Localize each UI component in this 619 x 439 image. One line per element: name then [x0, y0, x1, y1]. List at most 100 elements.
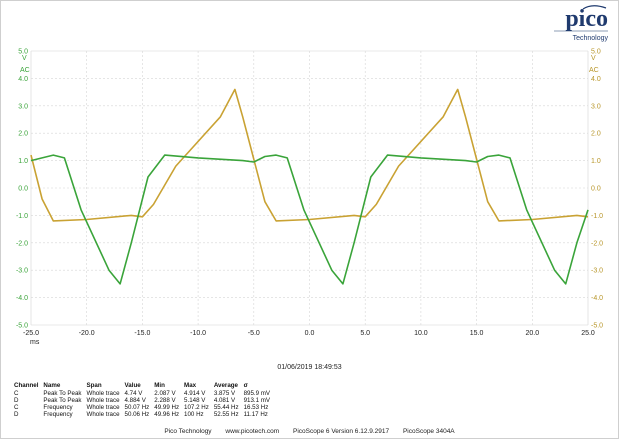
time-axis: ms -25.0 -20.0 -15.0 -10.0 -5.0 0.0 5.0 10.0 15.…: [23, 330, 595, 346]
measurement-row: C Peak To Peak Whole trace 4.74 V 2.087 …: [14, 390, 275, 397]
oscilloscope-plot[interactable]: V AC 5.0 4.0 3.0 2.0 1.0 0.0 -1.0 -2.0 -3.0 -4.0 -…: [0, 0, 619, 360]
logo-wordmark: pico: [565, 6, 608, 32]
cell-min: 2.288 V: [154, 397, 176, 404]
right-axis-tick-label: -4.0: [591, 295, 603, 302]
left-axis-tick-label: 1.0: [18, 158, 28, 165]
cell-channel: D: [14, 411, 19, 418]
channel-d-trace: [30, 88, 589, 222]
cell-value: 50.07 Hz: [124, 404, 150, 411]
footer-device: PicoScope 3404A: [402, 428, 455, 435]
header-name: Name: [43, 382, 61, 389]
time-axis-tick-label: 5.0: [360, 330, 370, 337]
cell-sigma: 16.53 Hz: [243, 404, 269, 411]
right-axis-tick-label: 5.0: [591, 49, 601, 56]
time-axis-tick-label: -25.0: [23, 330, 39, 337]
time-axis-tick-label: -10.0: [190, 330, 206, 337]
left-axis-tick-label: 5.0: [18, 49, 28, 56]
pico-technology-logo: pico Technology: [554, 5, 609, 42]
cell-value: 4.74 V: [124, 390, 143, 397]
header-average: Average: [213, 382, 239, 389]
logo-wordmark-art: pico: [565, 5, 608, 32]
time-axis-tick-label: -20.0: [79, 330, 95, 337]
plot-grid: [30, 50, 589, 326]
left-voltage-axis: V AC 5.0 4.0 3.0 2.0 1.0 0.0 -1.0 -2.0 -3.0 -4.0 -…: [16, 49, 30, 330]
cell-span: Whole trace: [86, 397, 120, 404]
cell-average: 4.081 V: [213, 397, 236, 404]
measurement-row: D Frequency Whole trace 50.06 Hz 49.96 H…: [14, 411, 275, 418]
left-axis-unit-v: V: [22, 55, 27, 62]
cell-average: 52.55 Hz: [213, 411, 239, 418]
capture-timestamp: 01/06/2019 18:49:53: [277, 364, 342, 371]
cell-value: 4.884 V: [124, 397, 146, 404]
cell-span: Whole trace: [86, 390, 120, 397]
left-axis-tick-label: -3.0: [16, 268, 28, 275]
left-axis-tick-label: -4.0: [16, 295, 28, 302]
header-channel: Channel: [14, 382, 39, 389]
cell-max: 100 Hz: [184, 411, 204, 418]
right-axis-tick-label: -5.0: [591, 323, 603, 330]
cell-span: Whole trace: [86, 404, 120, 411]
cell-name: Frequency: [43, 404, 73, 411]
right-axis-tick-label: 3.0: [591, 103, 601, 110]
right-voltage-axis: V AC 5.0 4.0 3.0 2.0 1.0 0.0 -1.0 -2.0 -3.0 -4.0 -…: [589, 49, 603, 330]
footer-website[interactable]: www.picotech.com: [225, 428, 280, 435]
cell-name: Frequency: [43, 411, 73, 418]
right-axis-tick-label: -2.0: [591, 240, 603, 247]
left-axis-tick-label: 4.0: [18, 76, 28, 83]
page-footer: Pico Technology www.picotech.com PicoSco…: [0, 428, 619, 435]
cell-sigma: 895.9 mV: [243, 390, 271, 397]
cell-max: 107.2 Hz: [184, 404, 209, 411]
cell-min: 49.96 Hz: [154, 411, 180, 418]
header-sigma: σ: [243, 382, 248, 389]
left-axis-tick-label: -2.0: [16, 240, 28, 247]
cell-name: Peak To Peak: [43, 390, 82, 397]
time-axis-units: ms: [30, 339, 40, 346]
cell-channel: D: [14, 397, 19, 404]
right-axis-tick-label: 0.0: [591, 186, 601, 193]
header-max: Max: [184, 382, 197, 389]
right-axis-unit-v: V: [591, 55, 596, 62]
left-axis-tick-label: -5.0: [16, 323, 28, 330]
header-span: Span: [86, 382, 102, 389]
right-axis-tick-label: -1.0: [591, 213, 603, 220]
cell-sigma: 11.17 Hz: [243, 411, 268, 418]
logo-subtitle: Technology: [573, 35, 609, 42]
footer-company: Pico Technology: [164, 428, 212, 435]
cell-span: Whole trace: [86, 411, 120, 418]
cell-sigma: 913.1 mV: [243, 397, 271, 404]
measurements-table: Channel Name Span Value Min Max Average …: [14, 382, 275, 418]
cell-name: Peak To Peak: [43, 397, 82, 404]
left-axis-tick-label: 2.0: [18, 131, 28, 138]
cell-channel: C: [14, 390, 19, 397]
cell-average: 55.44 Hz: [213, 404, 239, 411]
cell-value: 50.06 Hz: [124, 411, 150, 418]
cell-min: 2.087 V: [154, 390, 176, 397]
cell-max: 5.148 V: [184, 397, 206, 404]
left-axis-tick-label: -1.0: [16, 213, 28, 220]
time-axis-tick-label: -15.0: [134, 330, 150, 337]
right-axis-tick-label: 2.0: [591, 131, 601, 138]
cell-min: 49.99 Hz: [154, 404, 180, 411]
time-axis-tick-label: 10.0: [414, 330, 428, 337]
right-axis-unit-ac: AC: [589, 67, 599, 74]
measurements-header-row: Channel Name Span Value Min Max Average …: [14, 382, 275, 390]
header-value: Value: [124, 382, 141, 389]
time-axis-tick-label: 15.0: [470, 330, 484, 337]
cell-max: 4.914 V: [184, 390, 206, 397]
time-axis-tick-label: 0.0: [305, 330, 315, 337]
left-axis-tick-label: 0.0: [18, 186, 28, 193]
time-axis-tick-label: -5.0: [248, 330, 260, 337]
channel-c-trace: [30, 154, 589, 285]
header-min: Min: [154, 382, 165, 389]
right-axis-tick-label: -3.0: [591, 268, 603, 275]
measurement-row: C Frequency Whole trace 50.07 Hz 49.99 H…: [14, 404, 275, 411]
traces: [30, 88, 589, 285]
right-axis-tick-label: 4.0: [591, 76, 601, 83]
left-axis-unit-ac: AC: [20, 67, 30, 74]
time-axis-tick-label: 25.0: [581, 330, 595, 337]
cell-average: 3.875 V: [213, 390, 236, 397]
left-axis-tick-label: 3.0: [18, 103, 28, 110]
time-axis-tick-label: 20.0: [525, 330, 539, 337]
cell-channel: C: [14, 404, 19, 411]
right-axis-tick-label: 1.0: [591, 158, 601, 165]
